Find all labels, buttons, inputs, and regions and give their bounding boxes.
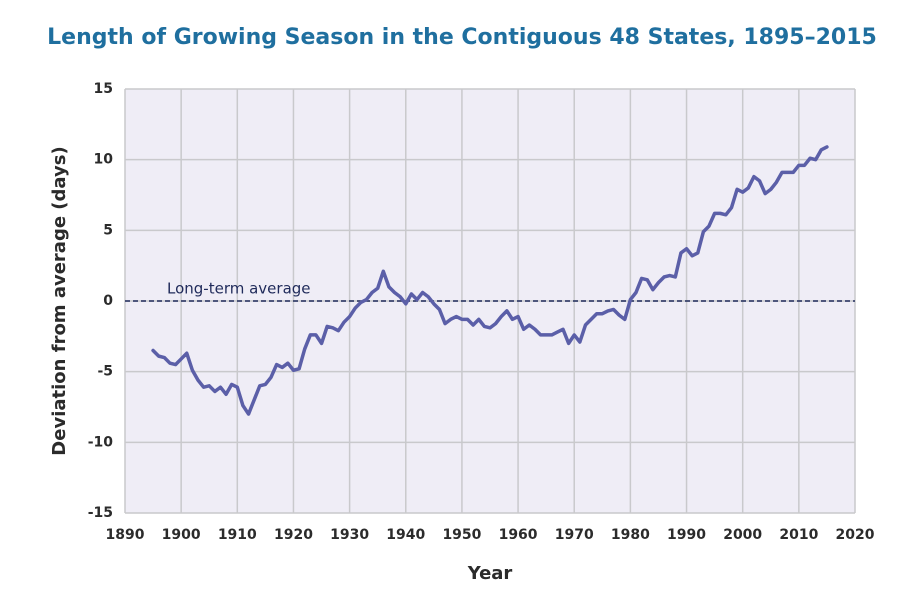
y-tick-label: -10: [88, 434, 114, 450]
y-tick-label: 15: [94, 81, 113, 97]
y-tick-label: -15: [88, 505, 113, 521]
x-axis-label: Year: [467, 563, 513, 584]
x-tick-label: 1930: [330, 527, 369, 543]
data-line: [151, 145, 829, 416]
x-tick-label: 1980: [611, 527, 650, 543]
x-tick-label: 1990: [667, 527, 706, 543]
y-axis-label: Deviation from average (days): [49, 146, 70, 455]
x-tick-label: 2000: [723, 527, 762, 543]
x-tick-label: 1900: [162, 527, 201, 543]
x-tick-label: 2010: [779, 527, 818, 543]
chart-title: Length of Growing Season in the Contiguo…: [47, 25, 877, 50]
x-tick-label: 1890: [106, 527, 145, 543]
y-tick-label: 5: [103, 222, 113, 238]
x-tick-label: 1960: [499, 527, 538, 543]
x-tick-label: 1910: [218, 527, 257, 543]
x-tick-label: 1940: [386, 527, 425, 543]
x-tick-label: 2020: [836, 527, 875, 543]
y-tick-label: 10: [94, 152, 114, 168]
y-tick-label: -5: [97, 364, 113, 380]
x-tick-label: 1920: [274, 527, 313, 543]
y-tick-label: 0: [103, 293, 113, 309]
x-tick-label: 1950: [442, 527, 481, 543]
x-tick-label: 1970: [555, 527, 594, 543]
reference-label: Long-term average: [167, 280, 311, 298]
